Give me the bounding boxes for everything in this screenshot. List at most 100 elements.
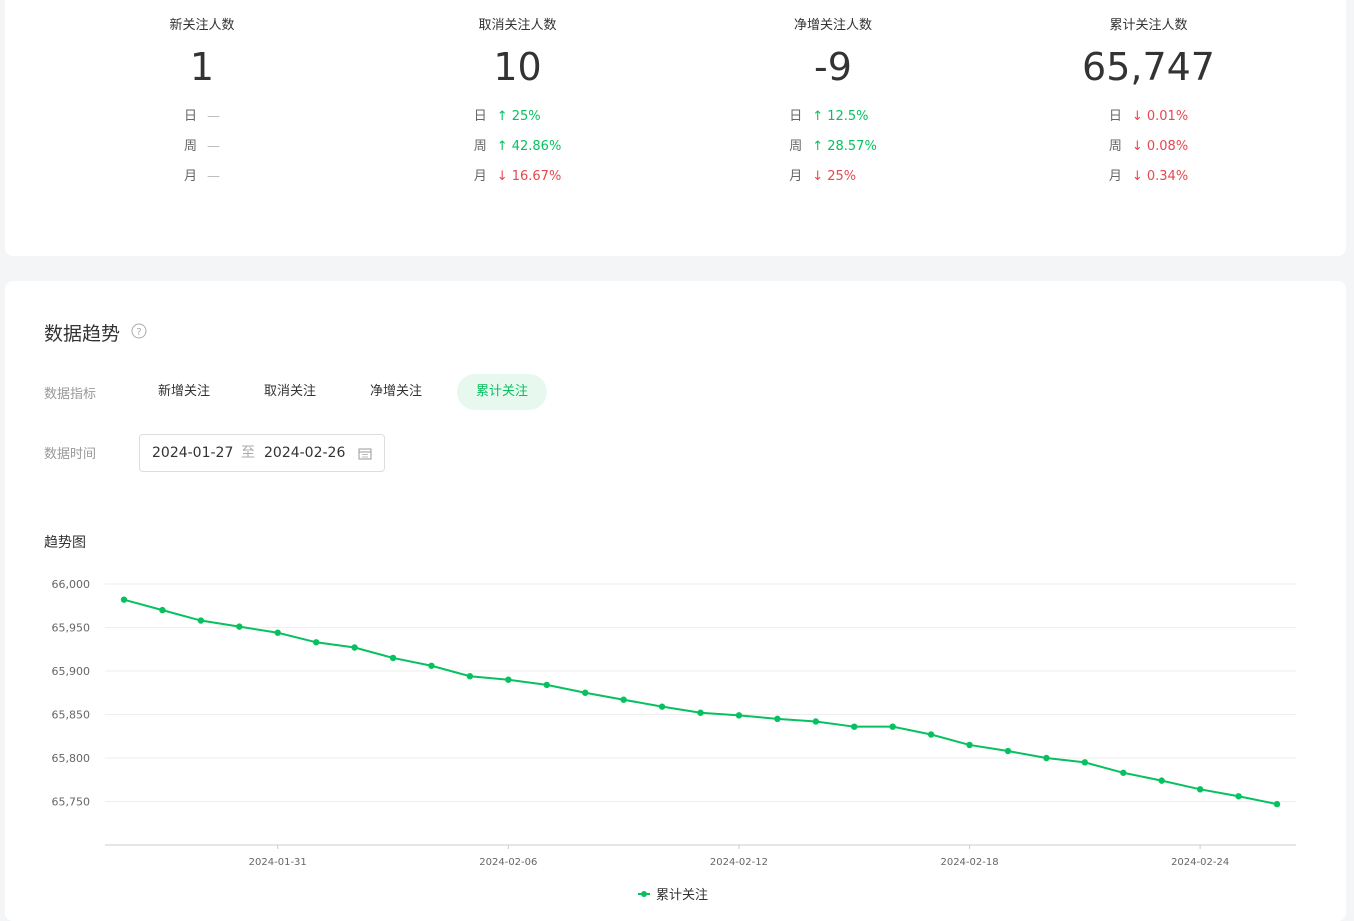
metric-tab[interactable]: 新增关注 — [158, 384, 211, 399]
stat-row: 月 ↓ 16.67% — [474, 162, 562, 192]
change: ↓ 16.67% — [496, 169, 562, 184]
stat-rows: 日 — 周 — 月 — — [184, 102, 220, 192]
stat-rows: 日 ↑ 12.5% 周 ↑ 28.57% 月 ↓ 25% — [789, 102, 877, 192]
chart-heading: 趋势图 — [44, 535, 86, 551]
point — [1235, 793, 1242, 800]
change: ↑ 12.5% — [812, 109, 869, 124]
change: ↑ 25% — [496, 109, 541, 124]
point — [735, 712, 743, 719]
point — [274, 629, 281, 636]
point — [120, 596, 128, 603]
date-range[interactable]: 2024-01-27 至 2024-02-26 — [139, 434, 385, 472]
stat-row: 日 ↑ 25% — [474, 102, 562, 132]
period: 周 — [183, 139, 197, 154]
change: ↓ 25% — [812, 169, 857, 184]
point — [774, 715, 781, 723]
legend-label: 累计关注 — [656, 888, 708, 903]
point — [543, 681, 550, 689]
period: 日 — [183, 109, 197, 124]
y-tick-label: 65,750 — [52, 796, 91, 809]
metric-tab[interactable]: 取消关注 — [264, 384, 317, 399]
y-tick-label: 65,800 — [52, 752, 91, 765]
stat-row: 日 ↓ 0.01% — [1109, 102, 1188, 132]
stat-row: 周 — — [184, 132, 220, 162]
stat: 累计关注人数 65,747 日 ↓ 0.01% 周 ↓ 0.08% 月 ↓ 0.34% — [989, 0, 1309, 192]
chart: 65,750 65,800 65,850 65,900 65,950 66,000 2024… — [52, 578, 1296, 903]
point — [658, 703, 666, 710]
point — [966, 741, 973, 749]
point — [620, 696, 627, 703]
x-tick-label: 2024-02-18 — [940, 857, 998, 868]
period: 月 — [789, 169, 803, 184]
period: 月 — [183, 169, 197, 184]
point — [389, 654, 397, 662]
stat: 新关注人数 1 日 — 周 — 月 — — [42, 0, 362, 192]
y-tick-label: 65,850 — [52, 709, 91, 722]
calendar-icon — [358, 448, 372, 460]
metric-label: 数据指标 — [44, 387, 97, 402]
end-date: 2024-02-26 — [264, 445, 346, 461]
stat-row: 周 ↑ 28.57% — [789, 132, 877, 162]
point — [582, 689, 589, 696]
point — [812, 718, 819, 725]
point — [1004, 747, 1012, 755]
point — [1158, 777, 1165, 784]
point — [851, 723, 858, 730]
stats-card: 新关注人数 1 日 — 周 — 月 — 取消关注人数 10 日 ↑ 25% 周 ↑ 42.86% 月 ↓ 16… — [5, 0, 1346, 256]
start-date: 2024-01-27 — [152, 445, 234, 461]
change: ↑ 42.86% — [496, 139, 562, 154]
point — [1043, 754, 1050, 762]
metric-tab[interactable]: 累计关注 — [457, 374, 548, 410]
y-tick-label: 65,950 — [52, 622, 91, 635]
point — [927, 731, 935, 738]
period: 日 — [1108, 109, 1122, 124]
point — [1120, 769, 1127, 776]
x-tick-label: 2024-01-31 — [249, 857, 307, 868]
stat-row: 日 — — [184, 102, 220, 132]
stat-value: 65,747 — [1082, 45, 1215, 89]
period: 周 — [1108, 139, 1122, 154]
point — [1273, 800, 1281, 808]
legend-dot — [641, 891, 647, 897]
change: ↓ 0.34% — [1131, 169, 1189, 184]
point — [697, 709, 704, 716]
stat-rows: 日 ↓ 0.01% 周 ↓ 0.08% 月 ↓ 0.34% — [1109, 102, 1188, 192]
stat-label: 累计关注人数 — [1109, 18, 1188, 33]
change: ↓ 0.08% — [1131, 139, 1189, 154]
stat-value: 1 — [189, 45, 215, 89]
point — [466, 673, 474, 680]
stat-row: 周 ↓ 0.08% — [1109, 132, 1188, 162]
change: — — [207, 169, 220, 184]
point — [236, 623, 243, 630]
metric-tab[interactable]: 净增关注 — [370, 384, 423, 399]
change: ↓ 0.01% — [1131, 109, 1189, 124]
stat-row: 月 — — [184, 162, 220, 192]
y-tick-label: 66,000 — [52, 578, 91, 591]
period: 周 — [473, 139, 487, 154]
period: 月 — [473, 169, 487, 184]
svg-text:?: ? — [136, 327, 141, 338]
stat: 取消关注人数 10 日 ↑ 25% 周 ↑ 42.86% 月 ↓ 16.67% — [358, 0, 678, 192]
x-tick-label: 2024-02-12 — [710, 857, 768, 868]
point — [1196, 786, 1204, 793]
stat-row: 日 ↑ 12.5% — [789, 102, 877, 132]
point — [428, 662, 435, 669]
stat-rows: 日 ↑ 25% 周 ↑ 42.86% 月 ↓ 16.67% — [474, 102, 562, 192]
trend-card: 数据趋势 ? 数据指标 新增关注 取消关注 净增关注 累计关注 数据时间 2024-0… — [5, 281, 1346, 921]
stat-value: 10 — [493, 45, 542, 89]
help-icon[interactable]: ? — [131, 323, 147, 339]
time-label: 数据时间 — [44, 447, 97, 462]
y-tick-label: 65,900 — [52, 665, 91, 678]
change: — — [207, 139, 220, 154]
stat-row: 月 ↓ 0.34% — [1109, 162, 1188, 192]
x-tick-label: 2024-02-24 — [1171, 857, 1229, 868]
stat-label: 取消关注人数 — [478, 18, 557, 33]
stat-value: -9 — [814, 45, 852, 89]
stat-label: 新关注人数 — [169, 18, 235, 33]
stat-label: 净增关注人数 — [793, 18, 872, 33]
section-title: 数据趋势 — [44, 323, 121, 345]
change: ↑ 28.57% — [812, 139, 877, 154]
stat-row: 周 ↑ 42.86% — [474, 132, 562, 162]
point — [505, 676, 512, 683]
